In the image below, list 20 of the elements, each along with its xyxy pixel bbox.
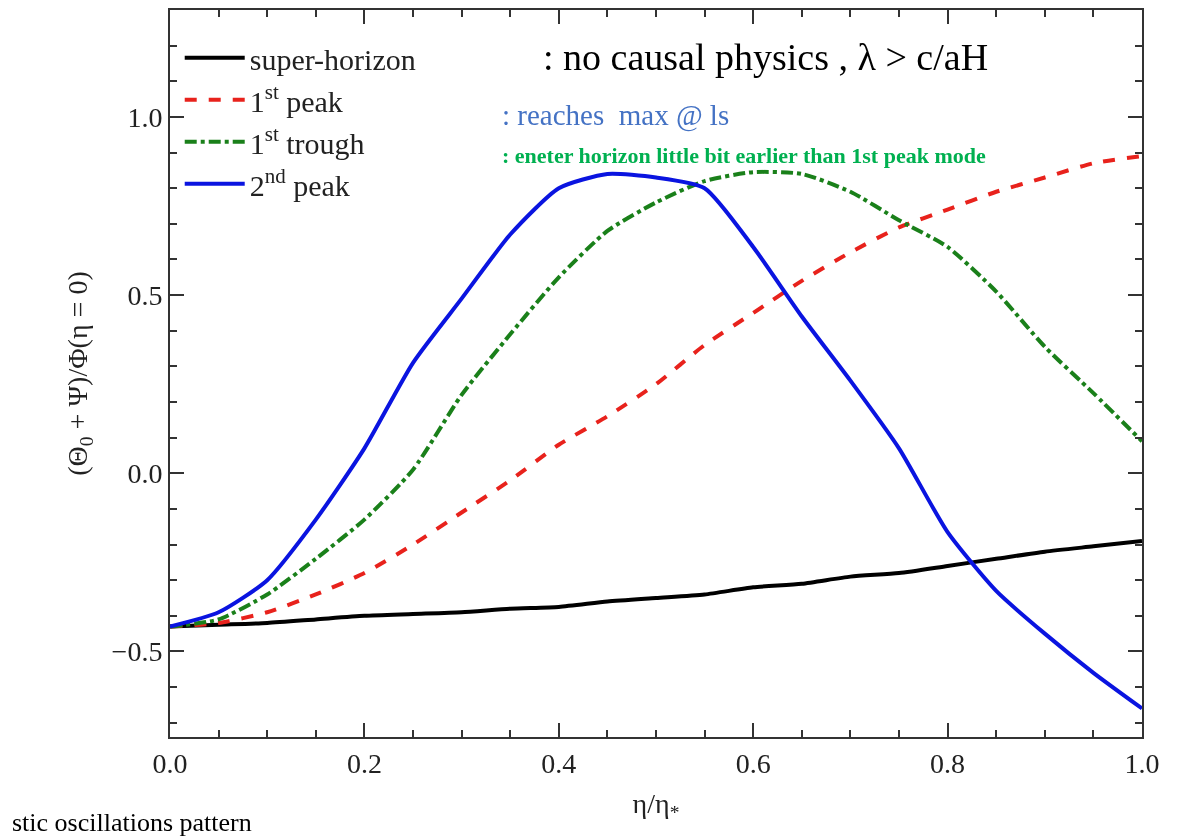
legend-label: super-horizon	[249, 42, 416, 76]
y-tick-label: 1.0	[127, 101, 163, 133]
x-tick-label: 0.4	[541, 747, 577, 779]
annotation: : no causal physics , λ > c/aH	[543, 36, 989, 78]
annotation: : eneter horizon little bit earlier than 1st peak mode	[502, 143, 986, 168]
y-tick-label: −0.5	[111, 636, 163, 668]
y-tick-label: 0.0	[127, 458, 163, 490]
x-axis-title: η/η$_{*}$	[632, 788, 680, 824]
annotation: : reaches max @ ls	[502, 99, 730, 132]
x-tick-label: 0.2	[346, 747, 382, 779]
x-tick-label: 0.6	[735, 747, 771, 779]
line-series	[170, 171, 1142, 711]
y-tick-label: 0.5	[127, 279, 163, 311]
legend-label: 1$^{st}$ trough	[249, 121, 365, 160]
x-tick-label: 1.0	[1124, 747, 1160, 779]
x-tick-label: 0.8	[930, 747, 966, 779]
text: stic oscillations pattern	[12, 808, 252, 837]
x-tick-label: 0.0	[152, 747, 188, 779]
legend-label: 1$^{st}$ peak	[249, 79, 343, 118]
legend-label: 2$^{nd}$ peak	[249, 163, 350, 202]
